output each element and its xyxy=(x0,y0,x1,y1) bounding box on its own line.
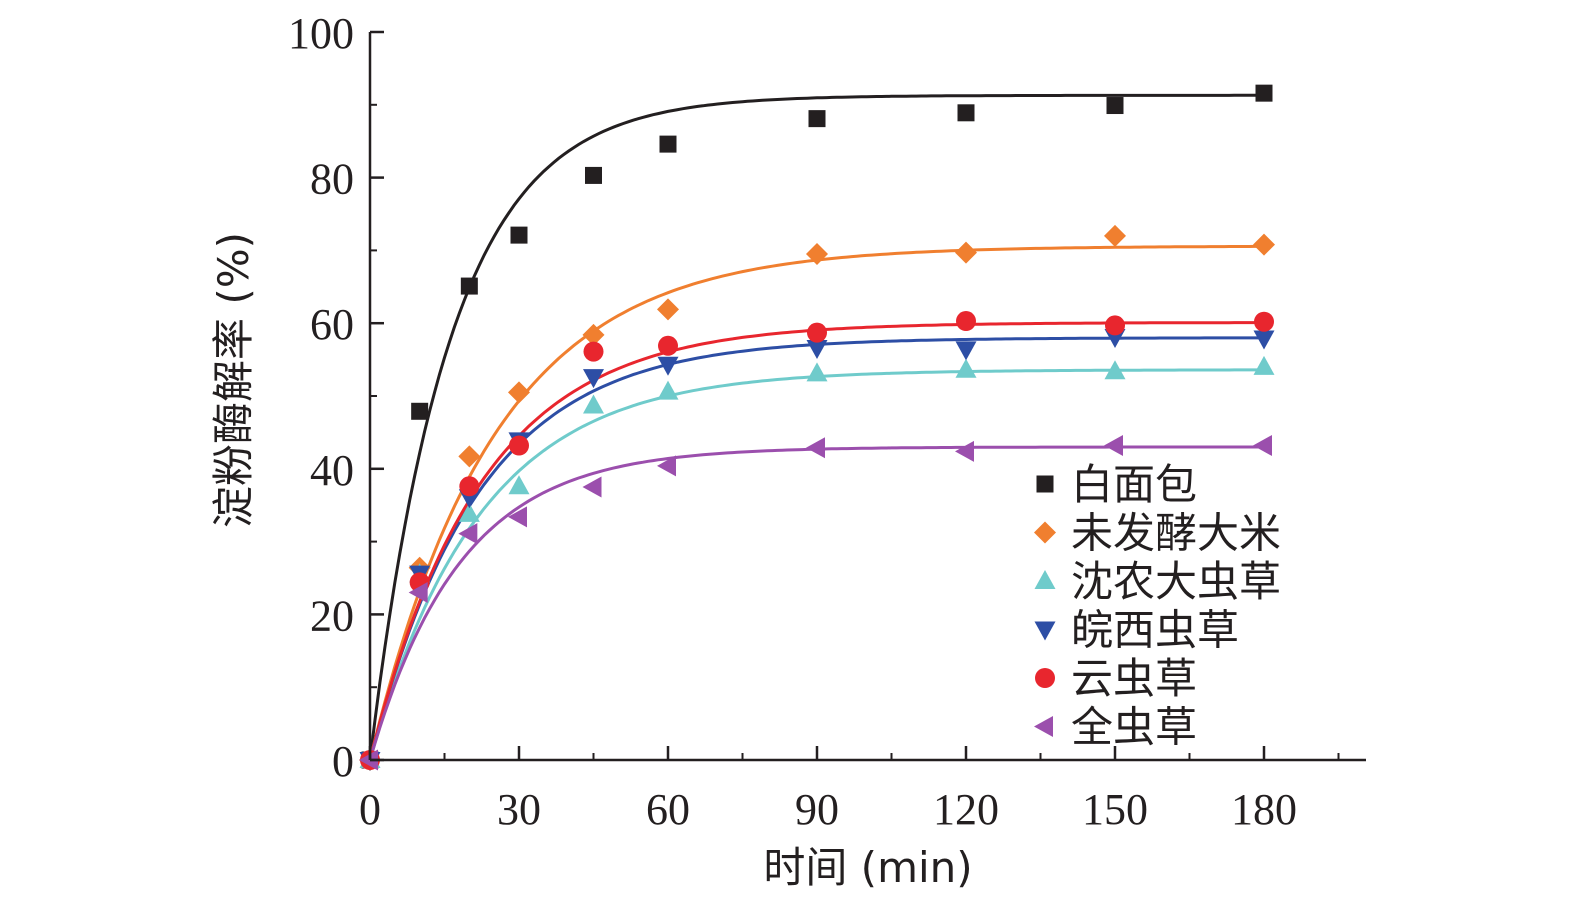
series-markers xyxy=(361,84,1273,769)
data-point xyxy=(582,323,605,346)
data-point xyxy=(458,523,478,545)
x-tick-label: 30 xyxy=(497,785,541,834)
legend-item: 沈农大虫草 xyxy=(1034,557,1281,606)
data-point xyxy=(1255,84,1273,102)
data-point xyxy=(806,243,828,266)
data-point xyxy=(658,335,678,356)
data-point xyxy=(583,394,604,414)
y-axis-title: 淀粉酶解率 (%) xyxy=(209,232,258,528)
data-point xyxy=(1253,435,1272,457)
data-point xyxy=(956,311,976,332)
legend-label: 未发酵大米 xyxy=(1071,509,1281,558)
data-point xyxy=(1104,360,1126,380)
data-point xyxy=(1035,668,1055,688)
x-tick-label: 60 xyxy=(646,785,690,834)
y-tick-label: 60 xyxy=(310,300,354,349)
data-point xyxy=(955,341,977,361)
legend-label: 白面包 xyxy=(1071,460,1197,509)
legend-item: 未发酵大米 xyxy=(1034,509,1281,558)
data-point xyxy=(1104,435,1123,457)
data-point xyxy=(583,341,604,362)
data-point xyxy=(508,506,527,528)
data-point xyxy=(806,362,828,382)
data-point xyxy=(508,475,530,495)
data-point xyxy=(1253,233,1275,256)
data-point xyxy=(957,104,975,122)
y-tick-label: 40 xyxy=(310,446,354,495)
y-tick-label: 20 xyxy=(310,591,354,640)
data-point xyxy=(955,358,977,378)
fit-curve xyxy=(368,93,1264,761)
data-point xyxy=(806,437,825,459)
data-point xyxy=(657,356,679,376)
legend-item: 白面包 xyxy=(1036,460,1197,509)
data-point xyxy=(657,455,676,477)
x-axis-title: 时间 (min) xyxy=(763,843,972,892)
legend-label: 全虫草 xyxy=(1071,703,1197,752)
data-point xyxy=(1034,521,1056,544)
data-point xyxy=(458,445,481,468)
x-tick-label: 150 xyxy=(1082,785,1148,834)
data-point xyxy=(583,369,604,389)
data-point xyxy=(1034,570,1056,589)
legend-item: 全虫草 xyxy=(1034,703,1197,752)
data-point xyxy=(585,166,602,184)
data-point xyxy=(359,749,378,771)
y-tick-label: 80 xyxy=(310,155,354,204)
x-tick-label: 120 xyxy=(933,785,999,834)
data-point xyxy=(657,298,679,321)
data-point xyxy=(458,502,480,522)
data-point xyxy=(508,381,530,404)
data-point xyxy=(582,476,602,498)
data-point xyxy=(955,440,974,462)
data-point xyxy=(807,322,827,343)
data-point xyxy=(657,380,679,400)
data-point xyxy=(808,110,826,128)
data-point xyxy=(806,339,828,359)
legend-item: 云虫草 xyxy=(1035,654,1197,703)
data-point xyxy=(1105,315,1125,336)
y-tick-label: 0 xyxy=(332,737,354,786)
data-point xyxy=(659,135,677,153)
data-point xyxy=(509,435,529,456)
data-point xyxy=(411,402,429,420)
data-point xyxy=(1104,224,1126,247)
data-point xyxy=(1253,330,1275,350)
x-tick-label: 180 xyxy=(1231,785,1297,834)
data-point xyxy=(459,476,480,497)
data-point xyxy=(460,277,478,295)
data-point xyxy=(1254,311,1274,332)
data-point xyxy=(1034,621,1056,641)
x-tick-label: 0 xyxy=(359,785,381,834)
data-point xyxy=(1036,475,1054,493)
data-point xyxy=(1253,355,1275,375)
data-point xyxy=(955,241,977,264)
legend-label: 沈农大虫草 xyxy=(1071,557,1281,606)
y-tick-label: 100 xyxy=(288,9,354,58)
data-point xyxy=(510,226,528,244)
legend-label: 云虫草 xyxy=(1071,654,1197,703)
x-tick-label: 90 xyxy=(795,785,839,834)
legend-item: 皖西虫草 xyxy=(1034,606,1239,655)
axes: 0 30 60 90 120 150 180 0 20 40 60 80 100 xyxy=(288,9,1366,834)
legend-label: 皖西虫草 xyxy=(1071,606,1239,655)
x-ticks: 0 30 60 90 120 150 180 xyxy=(359,746,1340,834)
y-ticks: 0 20 40 60 80 100 xyxy=(288,9,384,786)
data-point xyxy=(408,582,428,604)
data-point xyxy=(1034,716,1053,737)
data-point xyxy=(1106,97,1124,115)
series-markers xyxy=(359,435,1272,771)
